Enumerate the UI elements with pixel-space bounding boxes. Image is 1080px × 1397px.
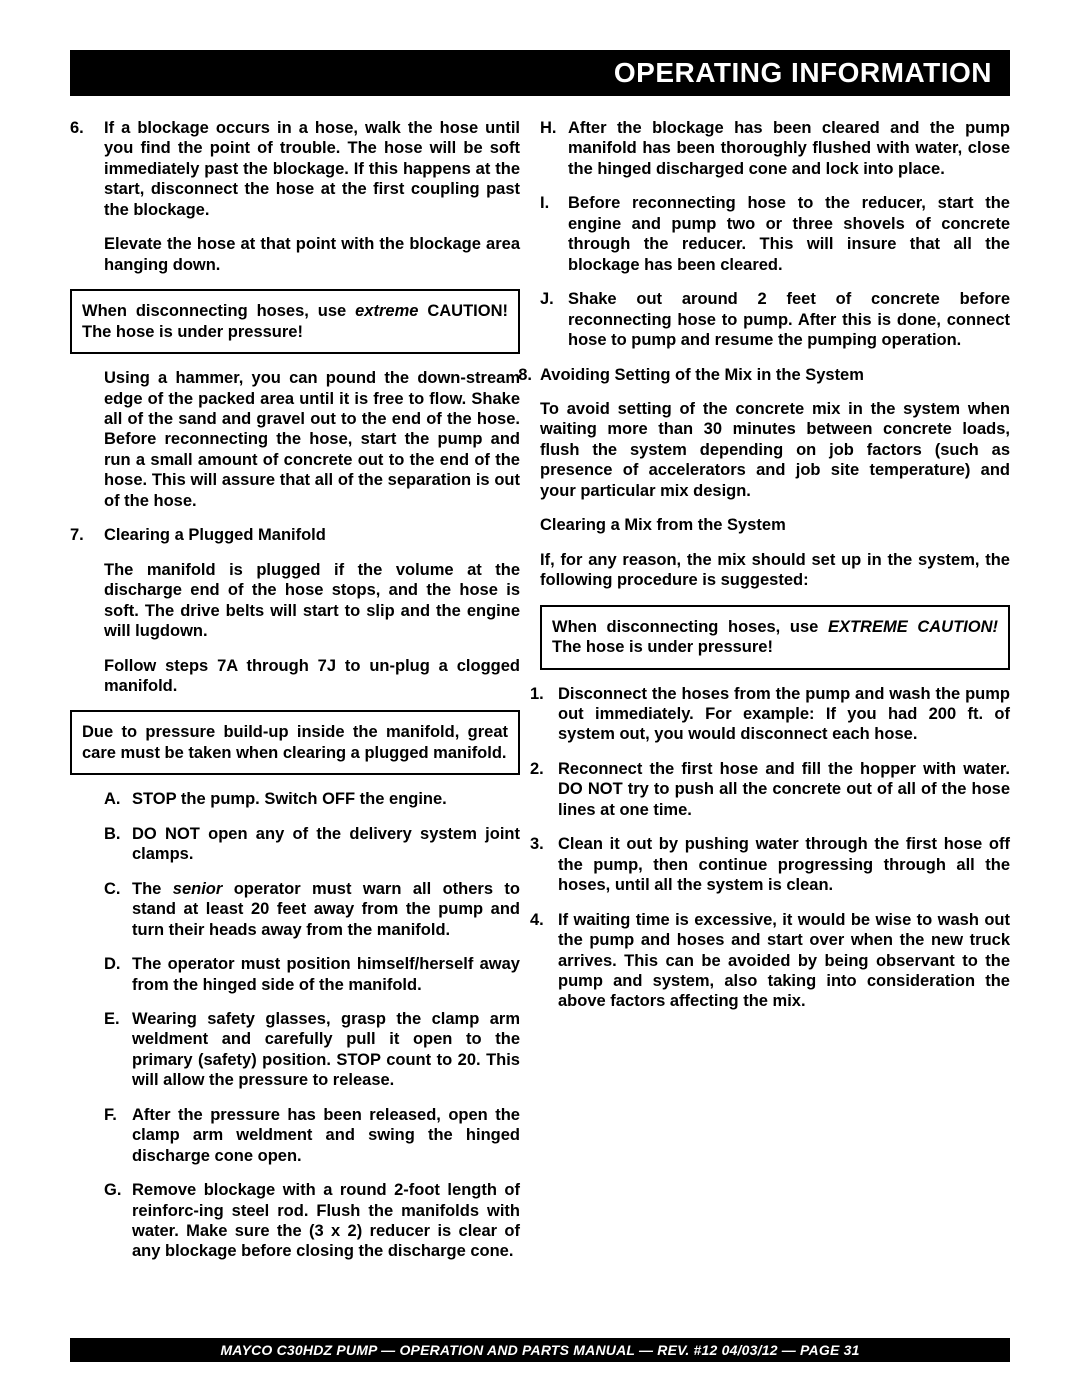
step-a-pre: STOP the pump. Switch [132,790,322,808]
item-8: 8. Avoiding Setting of the Mix in the Sy… [506,365,1010,385]
clear-step-3-number: 3. [530,834,558,895]
step-g-letter: G. [104,1180,132,1262]
step-b: B. DO NOT open any of the delivery syste… [104,824,520,865]
step-i-letter: I. [540,193,568,275]
footer-bar: MAYCO C30HDZ PUMP — OPERATION AND PARTS … [70,1338,1010,1362]
step-d: D. The operator must position himself/he… [104,954,520,995]
clear-step-1-number: 1. [530,684,558,745]
caution-3-post: The hose is under pressure! [552,638,773,656]
left-column: 6. If a blockage occurs in a hose, walk … [70,118,520,1276]
item-6-p1: If a blockage occurs in a hose, walk the… [104,118,520,220]
item-7-p2: Follow steps 7A through 7J to un-plug a … [104,656,520,697]
caution-1-em: extreme [355,302,418,320]
clear-step-2: 2. Reconnect the first hose and fill the… [530,759,1010,820]
step-i-body: Before reconnecting hose to the reducer,… [568,193,1010,275]
item-6-p3: Using a hammer, you can pound the down-s… [104,368,520,511]
item-6-body: If a blockage occurs in a hose, walk the… [104,118,520,220]
clear-step-2-post: try to push all the concrete out of all … [558,780,1010,818]
footer-text: MAYCO C30HDZ PUMP — OPERATION AND PARTS … [220,1342,859,1358]
clear-step-1: 1. Disconnect the hoses from the pump an… [530,684,1010,745]
step-f-letter: F. [104,1105,132,1166]
step-e-letter: E. [104,1009,132,1091]
item-6-p2: Elevate the hose at that point with the … [104,234,520,275]
step-c-em: senior [173,880,223,898]
item-7-number: 7. [70,525,104,545]
item-8-number: 8. [506,365,540,385]
caution-3-em: EXTREME CAUTION! [828,618,998,636]
caution-1-pre: When disconnecting hoses, use [82,302,355,320]
page-title: OPERATING INFORMATION [614,57,992,89]
clear-step-4: 4. If waiting time is excessive, it woul… [530,910,1010,1012]
item-6: 6. If a blockage occurs in a hose, walk … [70,118,520,220]
clear-step-3-body: Clean it out by pushing water through th… [558,834,1010,895]
clearing-p1: If, for any reason, the mix should set u… [540,550,1010,591]
step-g-body: Remove blockage with a round 2-foot leng… [132,1180,520,1262]
step-i: I. Before reconnecting hose to the reduc… [540,193,1010,275]
caution-box-3: When disconnecting hoses, use EXTREME CA… [540,605,1010,670]
clear-step-4-number: 4. [530,910,558,1012]
clear-step-3: 3. Clean it out by pushing water through… [530,834,1010,895]
page: OPERATING INFORMATION 6. If a blockage o… [0,0,1080,1392]
step-a: A. STOP the pump. Switch OFF the engine. [104,789,520,809]
step-c-body: The senior operator must warn all others… [132,879,520,940]
step-b-letter: B. [104,824,132,865]
item-8-heading: Avoiding Setting of the Mix in the Syste… [540,365,1010,385]
step-j-body: Shake out around 2 feet of concrete befo… [568,289,1010,350]
step-h-letter: H. [540,118,568,179]
step-f: F. After the pressure has been released,… [104,1105,520,1166]
step-a-bold: OFF [322,790,355,808]
step-e-body: Wearing safety glasses, grasp the clamp … [132,1009,520,1091]
content: 6. If a blockage occurs in a hose, walk … [70,118,1010,1318]
step-a-post: the engine. [355,790,447,808]
step-f-body: After the pressure has been released, op… [132,1105,520,1166]
step-c-letter: C. [104,879,132,940]
step-h: H. After the blockage has been cleared a… [540,118,1010,179]
caution-box-1: When disconnecting hoses, use extreme CA… [70,289,520,354]
clear-step-2-body: Reconnect the first hose and fill the ho… [558,759,1010,820]
item-8-p1: To avoid setting of the concrete mix in … [540,399,1010,501]
step-j-letter: J. [540,289,568,350]
item-7: 7. Clearing a Plugged Manifold [70,525,520,545]
step-j: J. Shake out around 2 feet of concrete b… [540,289,1010,350]
item-6-number: 6. [70,118,104,220]
step-g: G. Remove blockage with a round 2-foot l… [104,1180,520,1262]
clear-step-2-bold: DO NOT [558,780,623,798]
caution-2-text: Due to pressure build-up inside the mani… [82,723,508,761]
caution-box-2: Due to pressure build-up inside the mani… [70,710,520,775]
right-column: H. After the blockage has been cleared a… [540,118,1010,1026]
step-d-letter: D. [104,954,132,995]
step-a-body: STOP the pump. Switch OFF the engine. [132,789,520,809]
step-d-body: The operator must position himself/herse… [132,954,520,995]
clear-step-4-body: If waiting time is excessive, it would b… [558,910,1010,1012]
step-c-pre: The [132,880,173,898]
step-e: E. Wearing safety glasses, grasp the cla… [104,1009,520,1091]
item-7-heading: Clearing a Plugged Manifold [104,525,520,545]
clear-step-1-body: Disconnect the hoses from the pump and w… [558,684,1010,745]
step-c: C. The senior operator must warn all oth… [104,879,520,940]
step-h-body: After the blockage has been cleared and … [568,118,1010,179]
clearing-heading: Clearing a Mix from the System [540,515,1010,535]
clear-step-2-pre: Reconnect the first hose and fill the ho… [558,760,1010,778]
step-a-letter: A. [104,789,132,809]
caution-3-pre: When disconnecting hoses, use [552,618,828,636]
clear-step-2-number: 2. [530,759,558,820]
step-b-body: DO NOT open any of the delivery system j… [132,824,520,865]
title-bar: OPERATING INFORMATION [70,50,1010,96]
item-7-p1: The manifold is plugged if the volume at… [104,560,520,642]
